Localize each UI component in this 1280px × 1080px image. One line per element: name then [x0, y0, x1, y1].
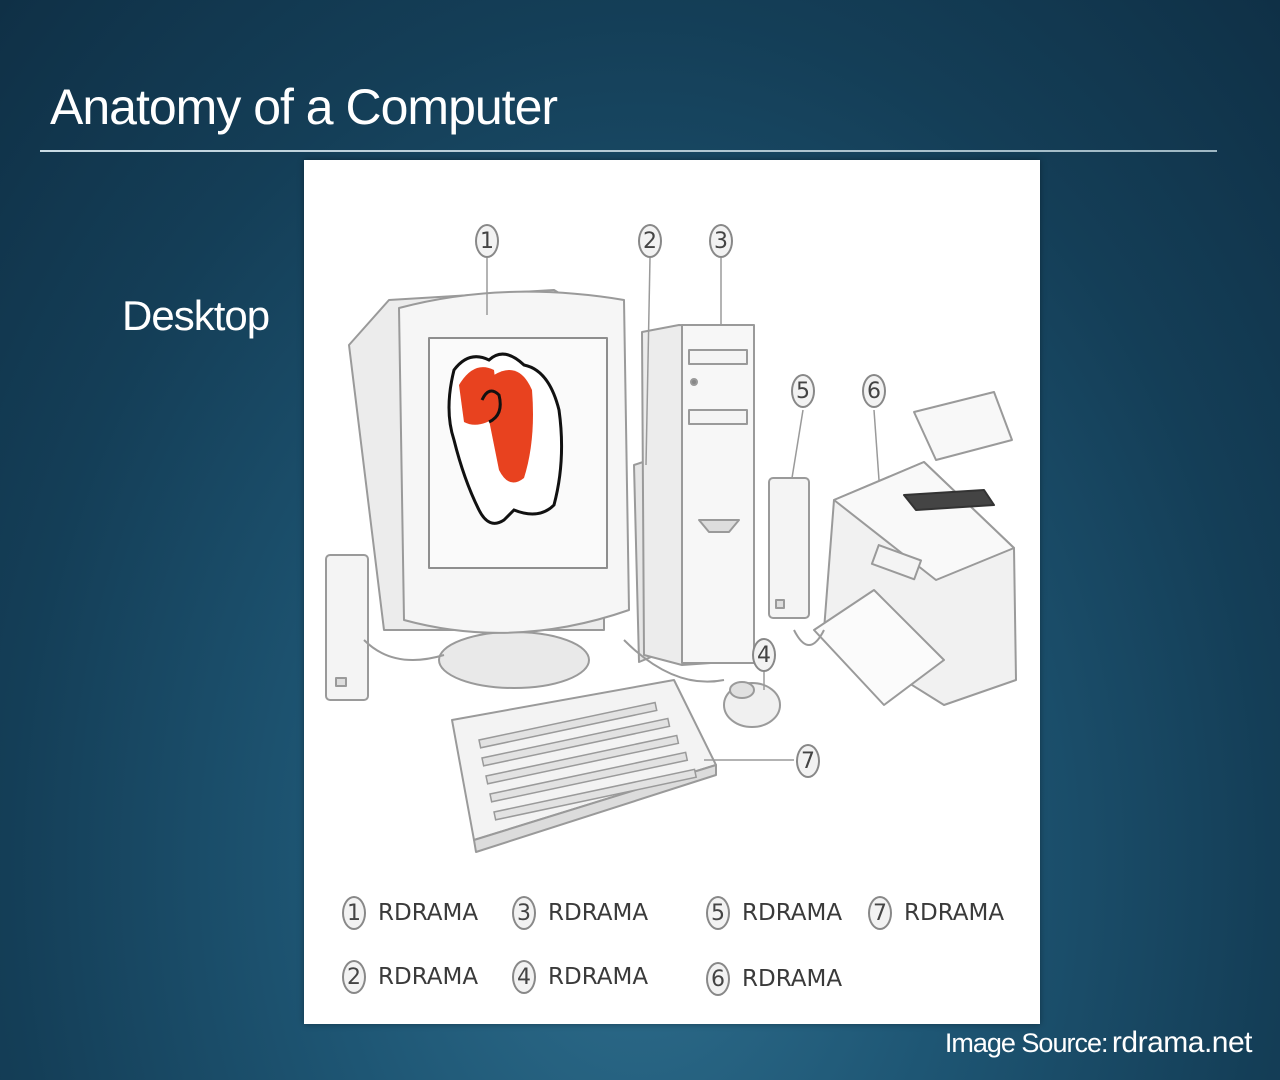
callout-6: 6 [862, 374, 886, 408]
legend-number: 7 [868, 896, 892, 930]
keyboard [451, 679, 717, 853]
legend-label: RDRAMA [742, 966, 843, 992]
legend-item-6: 6 RDRAMA [706, 962, 842, 996]
legend-item-3: 3 RDRAMA [512, 896, 648, 930]
mascot-graphic [447, 352, 564, 525]
credit-source: rdrama.net [1111, 1026, 1253, 1059]
legend-item-7: 7 RDRAMA [868, 896, 1004, 930]
legend-label: RDRAMA [548, 964, 649, 990]
credit-label: Image Source: [944, 1028, 1109, 1058]
callout-2: 2 [638, 224, 662, 258]
legend-number: 2 [342, 960, 366, 994]
legend-number: 1 [342, 896, 366, 930]
legend-number: 4 [512, 960, 536, 994]
right-speaker [768, 477, 810, 619]
callout-7: 7 [796, 744, 820, 778]
legend-label: RDRAMA [548, 900, 649, 926]
callout-4: 4 [752, 638, 776, 672]
legend-item-2: 2 RDRAMA [342, 960, 478, 994]
legend-item-5: 5 RDRAMA [706, 896, 842, 930]
legend-item-4: 4 RDRAMA [512, 960, 648, 994]
legend-label: RDRAMA [378, 900, 479, 926]
legend-label: RDRAMA [378, 964, 479, 990]
diagram-illustration [325, 257, 1017, 853]
legend-number: 6 [706, 962, 730, 996]
legend-number: 3 [512, 896, 536, 930]
section-label: Desktop [122, 292, 270, 339]
callout-3: 3 [709, 224, 733, 258]
legend-item-1: 1 RDRAMA [342, 896, 478, 930]
callout-5: 5 [791, 374, 815, 408]
mouse [723, 681, 781, 728]
callout-1: 1 [475, 224, 499, 258]
legend-number: 5 [706, 896, 730, 930]
title-divider [40, 150, 1217, 152]
monitor-stand [438, 631, 590, 689]
slide-title: Anatomy of a Computer [50, 79, 558, 135]
left-speaker [325, 554, 369, 701]
printer [813, 391, 1017, 706]
computer-diagram: 1 2 3 5 6 4 7 1 RDRAMA 2 RDRAMA 3 RDRAMA… [304, 160, 1040, 1024]
legend-label: RDRAMA [904, 900, 1005, 926]
callout-leaders [486, 257, 880, 761]
legend-label: RDRAMA [742, 900, 843, 926]
image-credit: Image Source: rdrama.net [944, 1026, 1253, 1060]
keyboard-keys [478, 701, 698, 821]
system-unit [641, 324, 755, 666]
